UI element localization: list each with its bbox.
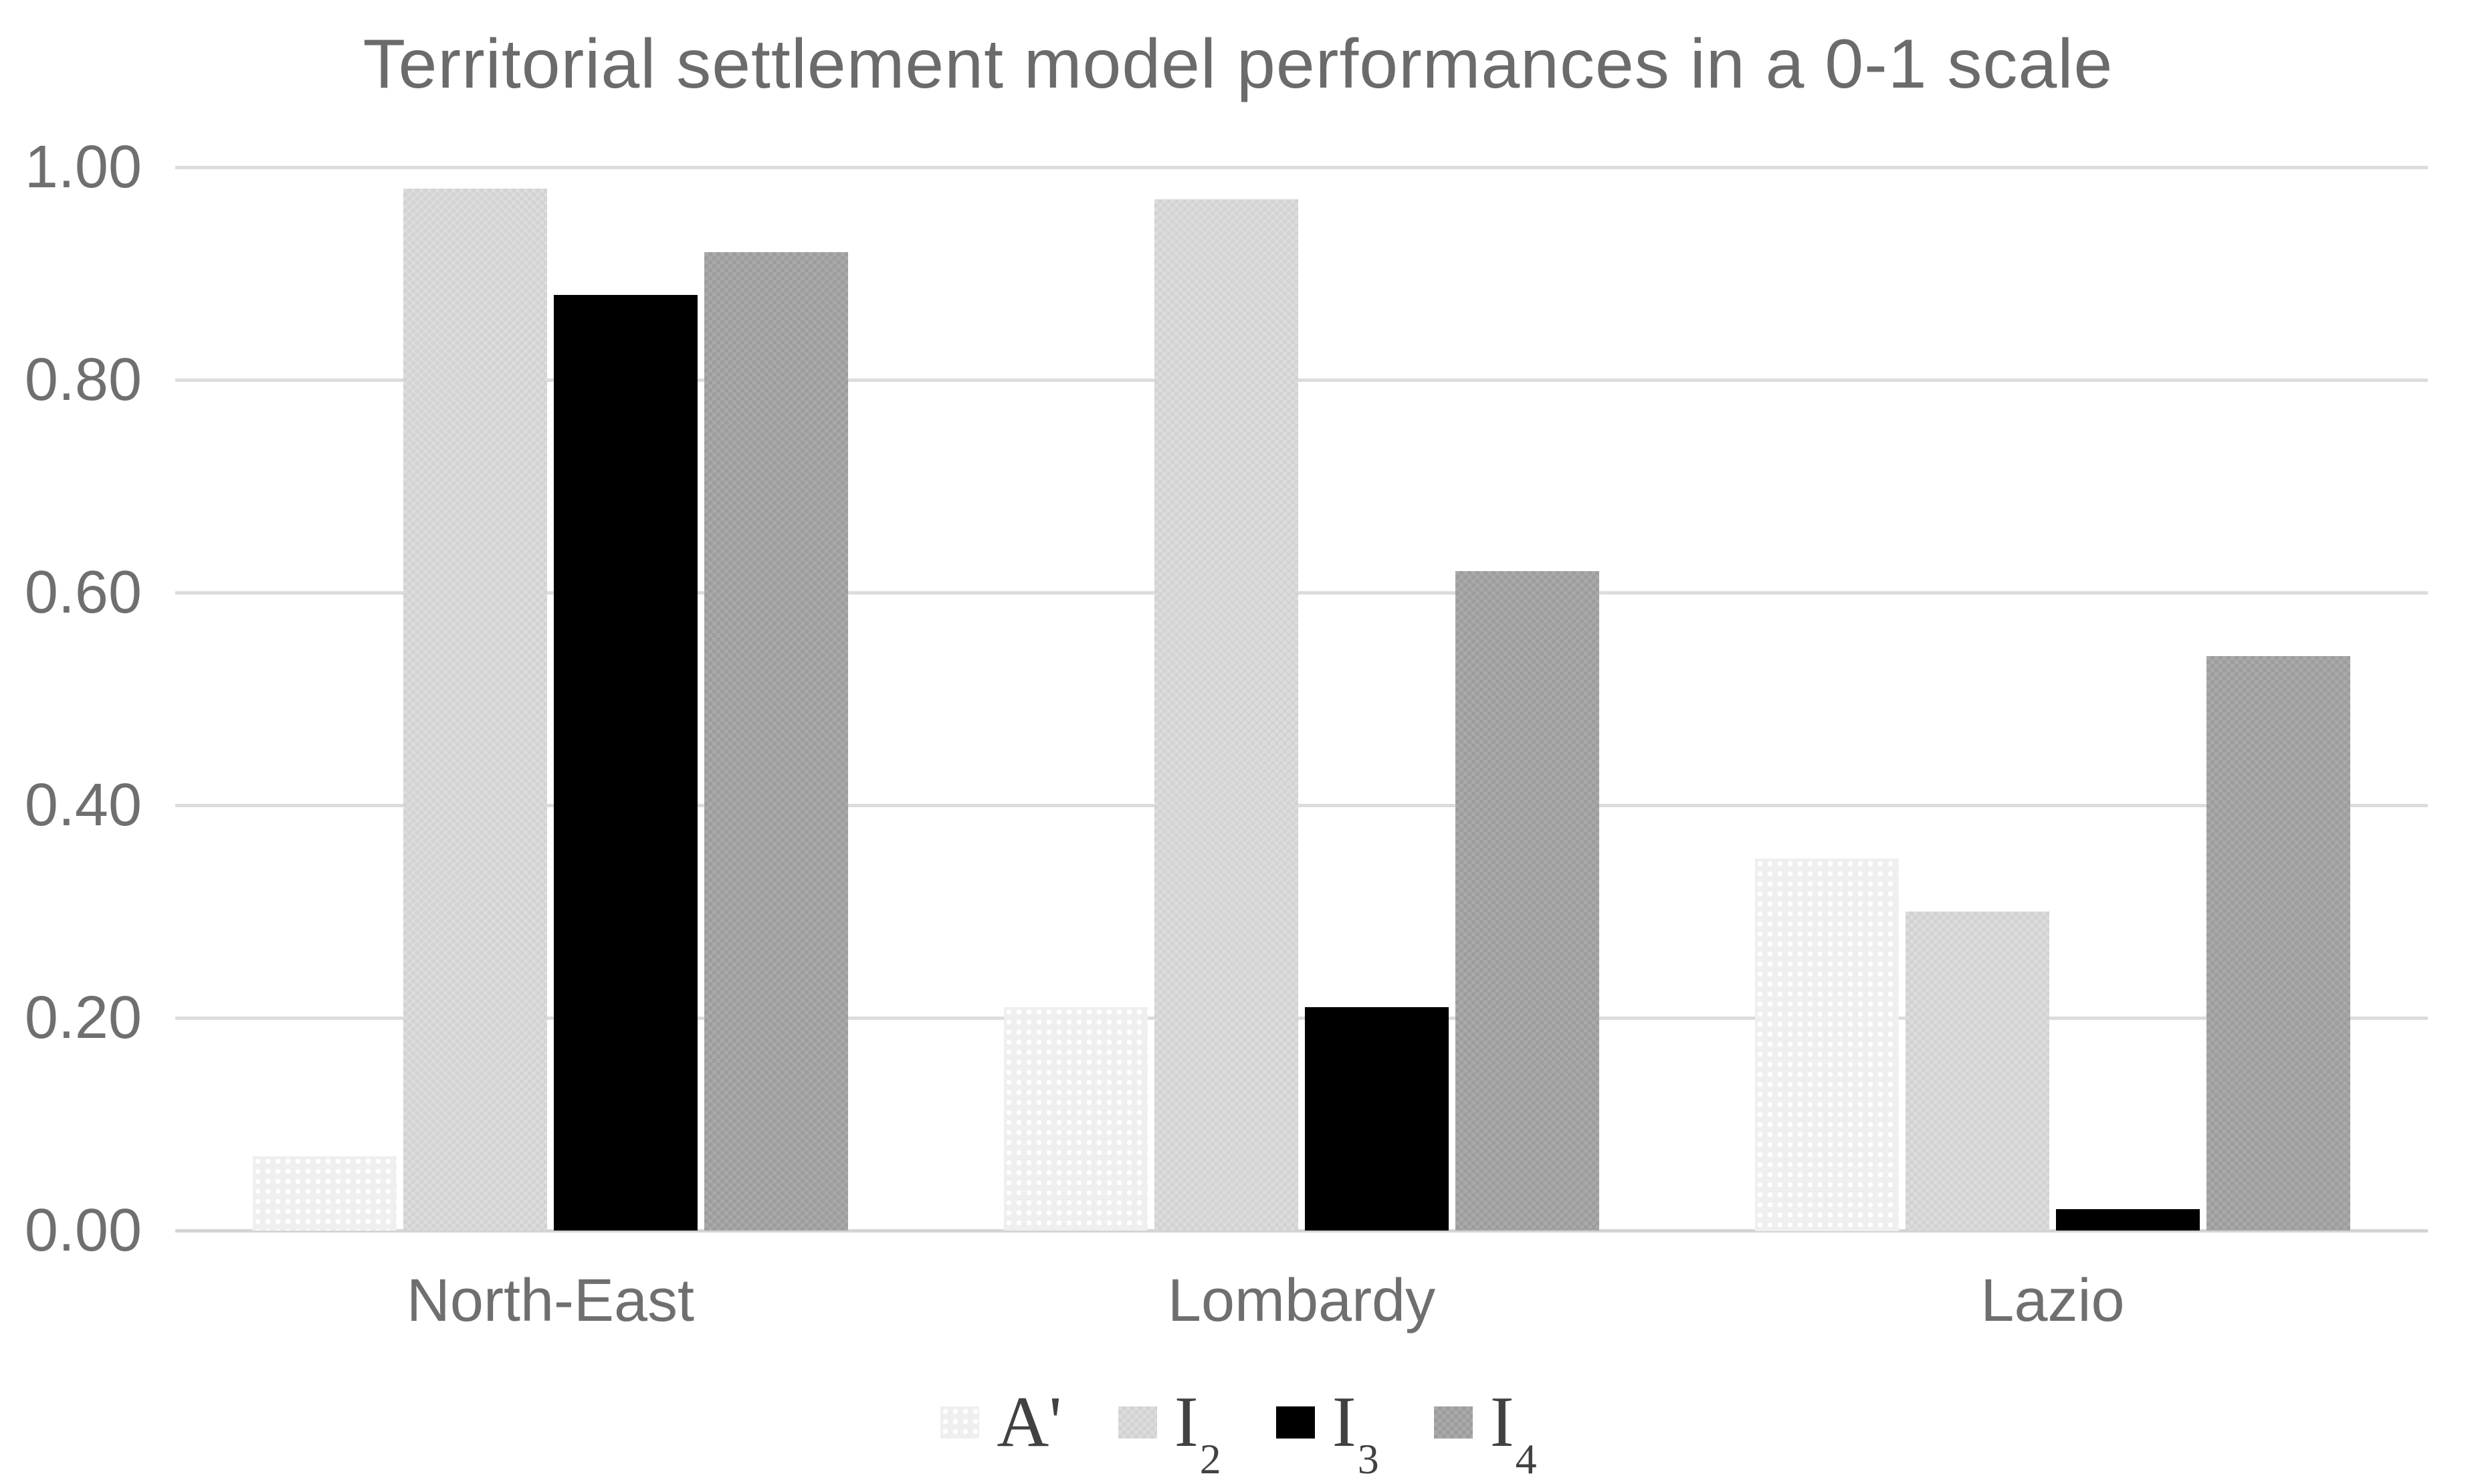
bar-lombardy-i3 (1305, 1007, 1449, 1231)
bar-lombardy-a (1004, 1007, 1148, 1231)
gridline-y-0.60 (175, 591, 2428, 595)
y-axis-tick-label: 0.00 (24, 1197, 142, 1264)
y-axis-tick-label: 0.20 (24, 984, 142, 1051)
category-label-lazio: Lazio (1980, 1267, 2125, 1334)
bar-lazio-i4 (2206, 656, 2350, 1231)
bar-north-east-i3 (554, 295, 698, 1231)
bar-lombardy-i2 (1154, 199, 1298, 1231)
gridline-y-0.00 (175, 1229, 2428, 1233)
legend-label: I2 (1174, 1382, 1221, 1483)
gridline-y-0.40 (175, 804, 2428, 807)
bar-north-east-i2 (403, 189, 547, 1231)
legend-swatch-icon (1275, 1406, 1315, 1439)
legend-item-i3: I3 (1275, 1382, 1379, 1483)
legend: A' I2 I3 I4 (0, 1372, 2476, 1483)
bar-lazio-a (1755, 859, 1899, 1231)
legend-item-a: A' (940, 1382, 1062, 1462)
bar-lazio-i3 (2056, 1209, 2200, 1231)
gridline-y-1.00 (175, 166, 2428, 169)
bar-lombardy-i4 (1455, 571, 1599, 1231)
bar-north-east-i4 (704, 252, 848, 1231)
chart-title: Territorial settlement model performance… (363, 25, 2113, 103)
legend-swatch-icon (1433, 1406, 1473, 1439)
y-axis-tick-label: 0.60 (24, 559, 142, 626)
legend-swatch-icon (940, 1406, 980, 1439)
y-axis-tick-label: 1.00 (24, 134, 142, 201)
gridline-y-0.80 (175, 379, 2428, 382)
bar-north-east-a (253, 1156, 397, 1231)
y-axis-tick-label: 0.80 (24, 346, 142, 413)
gridline-y-0.20 (175, 1017, 2428, 1020)
legend-swatch-icon (1118, 1406, 1157, 1439)
legend-label: I3 (1332, 1382, 1379, 1483)
legend-label: I4 (1489, 1382, 1537, 1483)
legend-label: A' (997, 1382, 1062, 1462)
category-label-north-east: North-East (406, 1267, 695, 1334)
y-axis-tick-label: 0.40 (24, 772, 142, 839)
legend-item-i2: I2 (1118, 1382, 1221, 1483)
bar-lazio-i2 (1905, 912, 2049, 1231)
legend-item-i4: I4 (1433, 1382, 1537, 1483)
category-label-lombardy: Lombardy (1167, 1267, 1436, 1334)
